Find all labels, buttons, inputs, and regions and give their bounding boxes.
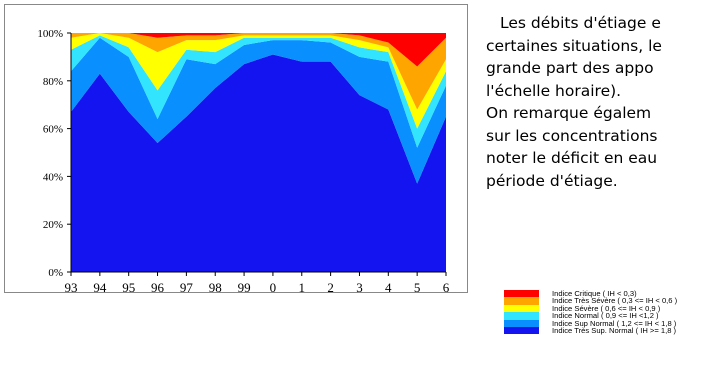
y-tick-label: 80%: [43, 76, 63, 88]
description-text: Les débits d'étiage e certaines situatio…: [486, 12, 727, 192]
legend-item-normal: Indice Normal ( 0,9 <= IH <1,2 ): [504, 311, 727, 321]
y-tick-label: 0%: [48, 267, 63, 279]
x-tick-label: 93: [65, 280, 78, 294]
text-line: l'échelle horaire).: [486, 81, 622, 100]
y-tick-label: 20%: [43, 219, 63, 231]
legend-swatch: [504, 297, 539, 305]
stacked-area-chart: 0% 20% 40% 60% 80% 100% 93 94 95 96 97 98 99 0 1 2 3 4 5 6: [37, 28, 450, 294]
legend-item-critique: Indice Critique ( IH < 0,3): [504, 289, 727, 298]
legend-item-tres-sup-normal: Indice Très Sup. Normal ( IH >= 1,8 ): [504, 325, 727, 335]
text-line: sur les concentrations: [486, 126, 658, 145]
text-line: Les débits d'étiage e: [500, 14, 661, 32]
chart-frame: 0% 20% 40% 60% 80% 100% 93 94 95 96 97 98 99 0 1 2 3 4 5 6: [4, 4, 468, 294]
legend-label: Indice Très Sévère ( 0,3 <= IH < 0,6 ): [552, 296, 678, 306]
area-series-0: [71, 54, 446, 273]
x-tick-label: 4: [385, 280, 392, 294]
x-tick-label: 96: [151, 280, 165, 294]
legend-swatch: [504, 290, 539, 298]
legend-label: Indice Sup Normal ( 1,2 <= IH < 1,8 ): [552, 318, 677, 328]
text-line: noter le déficit en eau: [486, 149, 658, 167]
legend-label: Indice Critique ( IH < 0,3): [552, 289, 637, 298]
legend-label: Indice Normal ( 0,9 <= IH <1,2 ): [552, 311, 659, 321]
text-line: période d'étiage.: [486, 171, 618, 190]
text-line: On remarque égalem: [486, 104, 652, 122]
area-series-5: [71, 33, 446, 67]
legend-swatch: [504, 326, 539, 335]
legend-label: Indice Très Sup. Normal ( IH >= 1,8 ): [552, 325, 677, 335]
legend-item-severe: Indice Sévère ( 0,6 <= IH < 0,9 ): [504, 303, 727, 313]
text-line: certaines situations, le: [486, 36, 662, 55]
area-series-1: [71, 37, 446, 184]
legend-item-sup-normal: Indice Sup Normal ( 1,2 <= IH < 1,8 ): [504, 318, 727, 328]
text-line: grande part des appo: [486, 59, 654, 77]
legend-swatch: [504, 312, 539, 320]
legend-item-tres-severe: Indice Très Sévère ( 0,3 <= IH < 0,6 ): [504, 296, 727, 306]
x-tick-label: 3: [356, 280, 363, 294]
y-tick-label: 60%: [43, 124, 63, 136]
legend: Indice Critique ( IH < 0,3) Indice Très …: [504, 289, 727, 335]
legend-swatch: [504, 319, 539, 327]
x-tick-label: 0: [270, 280, 277, 294]
x-tick-label: 98: [209, 280, 222, 294]
x-tick-label: 99: [238, 280, 251, 294]
legend-label: Indice Sévère ( 0,6 <= IH < 0,9 ): [552, 303, 661, 313]
area-series-2: [71, 35, 446, 148]
x-tick-label: 2: [327, 280, 334, 294]
x-tick-label: 95: [122, 280, 135, 294]
x-tick-label: 94: [93, 280, 107, 294]
legend-swatch: [504, 304, 539, 313]
x-tick-label: 6: [443, 280, 450, 294]
y-tick-label: 100%: [37, 28, 63, 40]
x-tick-label: 97: [180, 280, 194, 294]
y-tick-label: 40%: [43, 171, 63, 183]
x-tick-label: 5: [414, 280, 421, 294]
area-series-3: [71, 33, 446, 129]
x-tick-label: 1: [299, 280, 306, 294]
